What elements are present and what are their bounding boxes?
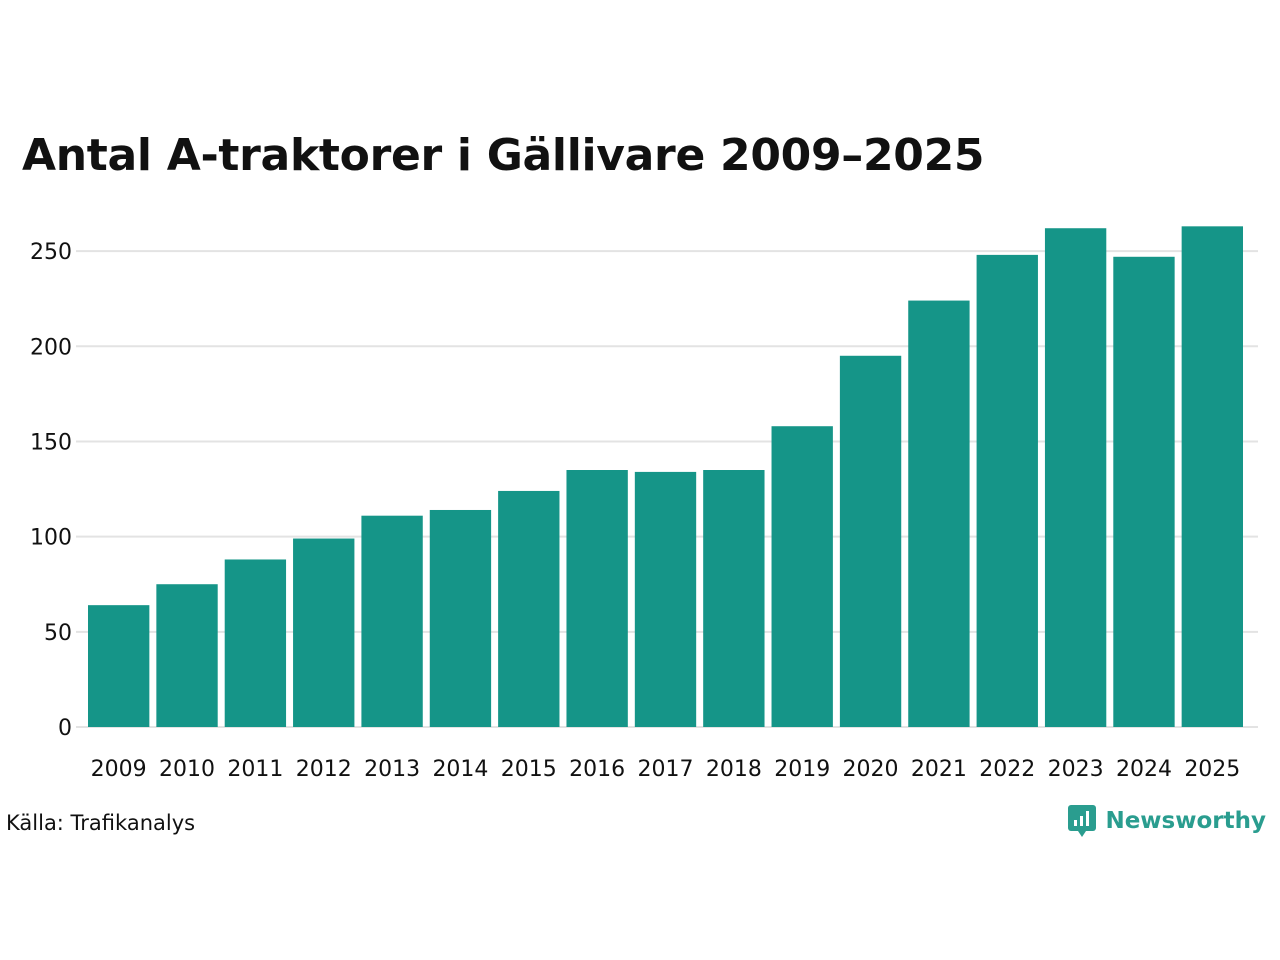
- x-tick-label: 2017: [638, 757, 694, 782]
- y-tick-label: 250: [30, 240, 72, 265]
- x-tick-label: 2015: [501, 757, 557, 782]
- bar-2014: [429, 509, 492, 727]
- bar-2013: [361, 515, 423, 727]
- x-tick-label: 2025: [1184, 757, 1240, 782]
- y-tick-label: 50: [44, 621, 72, 646]
- bar-2010: [156, 584, 218, 727]
- x-tick-label: 2010: [159, 757, 215, 782]
- bar-2015: [498, 490, 560, 727]
- newsworthy-logo-icon: [1068, 805, 1097, 837]
- x-tick-label: 2023: [1048, 757, 1104, 782]
- bar-2021: [908, 300, 970, 727]
- bar-2017: [634, 471, 697, 727]
- y-tick-label: 100: [30, 526, 72, 551]
- bars: [88, 226, 1243, 728]
- y-tick-label: 200: [30, 335, 72, 360]
- x-tick-label: 2021: [911, 757, 967, 782]
- bar-2023: [1044, 228, 1107, 728]
- bar-2024: [1113, 256, 1175, 727]
- x-tick-label: 2016: [569, 757, 625, 782]
- x-tick-label: 2014: [432, 757, 488, 782]
- source-note: Källa: Trafikanalys: [6, 811, 196, 835]
- bar-2022: [976, 254, 1038, 728]
- bar-chart: 0 50 100 150 200 250 2009 2010 2011 2012 2013 2014…: [30, 226, 1258, 782]
- x-tick-label: 2024: [1116, 757, 1172, 782]
- bar-2025: [1181, 226, 1243, 727]
- x-tick-label: 2011: [227, 757, 283, 782]
- x-tick-label: 2012: [296, 757, 352, 782]
- brand-logo: Newsworthy: [1067, 804, 1266, 838]
- x-tick-label: 2019: [774, 757, 830, 782]
- x-tick-label: 2022: [979, 757, 1035, 782]
- chart-title: Antal A-traktorer i Gällivare 2009–2025: [22, 130, 985, 181]
- brand-name: Newsworthy: [1105, 808, 1266, 834]
- y-axis-labels: 0 50 100 150 200 250: [30, 240, 72, 741]
- bar-2020: [839, 355, 902, 727]
- y-tick-label: 150: [30, 430, 72, 455]
- x-tick-label: 2013: [364, 757, 420, 782]
- x-tick-label: 2009: [91, 757, 147, 782]
- x-tick-label: 2020: [843, 757, 899, 782]
- x-axis-labels: 2009 2010 2011 2012 2013 2014 2015 2016 2017 2018…: [91, 757, 1241, 782]
- bar-2016: [566, 470, 628, 727]
- bar-2009: [88, 605, 150, 727]
- x-tick-label: 2018: [706, 757, 762, 782]
- bar-2019: [771, 426, 833, 727]
- bar-2018: [703, 470, 765, 727]
- bar-2011: [224, 559, 287, 727]
- bar-2012: [293, 538, 355, 727]
- y-tick-label: 0: [58, 716, 72, 741]
